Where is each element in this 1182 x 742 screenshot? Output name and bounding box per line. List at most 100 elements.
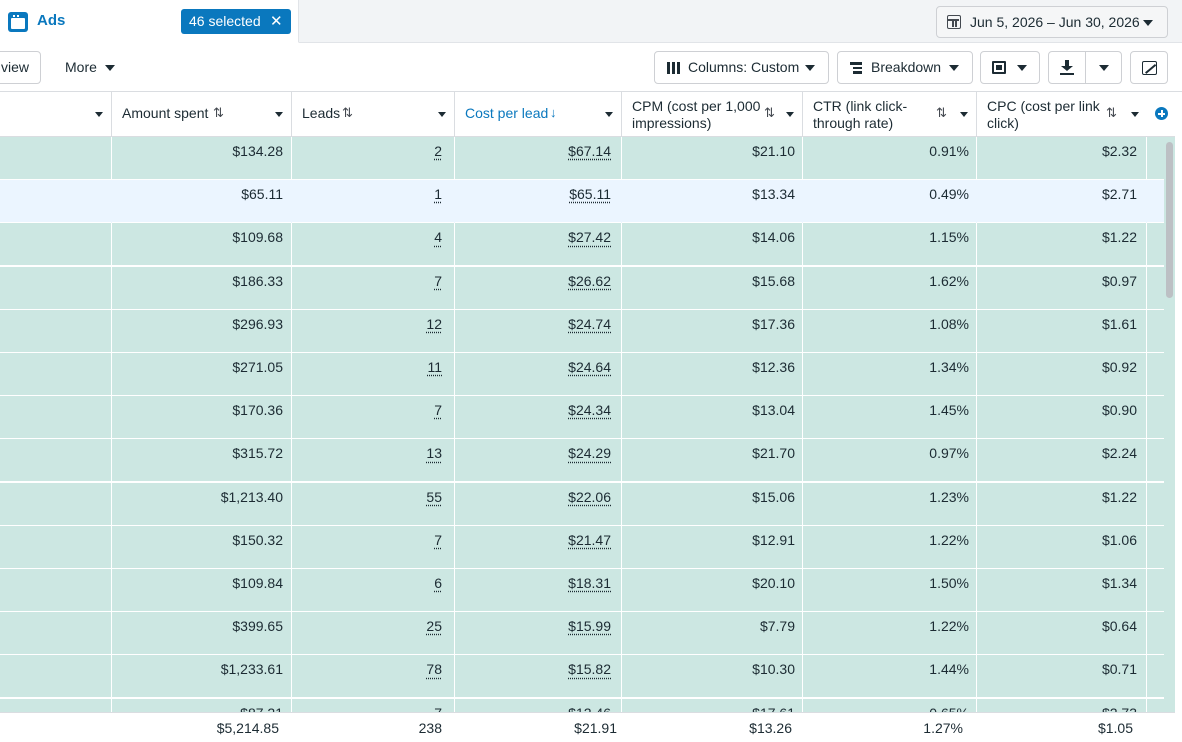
- cell-cpm: $17.61: [622, 698, 803, 712]
- table-row[interactable]: $65.11 1 $65.11 $13.34 0.49% $2.71: [0, 180, 1175, 224]
- cell-name[interactable]: [0, 180, 112, 224]
- column-header-name[interactable]: [0, 92, 112, 136]
- table-row[interactable]: $271.05 11 $24.64 $12.36 1.34% $0.92: [0, 353, 1175, 396]
- cell-cost-per-lead[interactable]: $24.29: [455, 439, 622, 483]
- cell-value: 1.22%: [929, 531, 969, 548]
- chevron-down-icon[interactable]: [275, 112, 283, 117]
- cell-cost-per-lead[interactable]: $65.11: [455, 180, 622, 224]
- cell-leads[interactable]: 4: [292, 223, 455, 267]
- cell-leads[interactable]: 78: [292, 655, 455, 699]
- cell-leads[interactable]: 25: [292, 612, 455, 656]
- cell-name[interactable]: [0, 482, 112, 526]
- cell-cost-per-lead[interactable]: $24.64: [455, 353, 622, 396]
- cell-leads[interactable]: 7: [292, 525, 455, 569]
- cell-value: $21.10: [752, 143, 795, 159]
- cell-cost-per-lead[interactable]: $67.14: [455, 137, 622, 180]
- cell-leads[interactable]: 11: [292, 353, 455, 396]
- cell-cost-per-lead[interactable]: $26.62: [455, 266, 622, 310]
- date-range-picker[interactable]: Jun 5, 2026 – Jun 30, 2026: [936, 6, 1168, 38]
- cell-cpm: $21.70: [622, 439, 803, 483]
- export-button[interactable]: [1048, 51, 1122, 84]
- table-row[interactable]: $1,233.61 78 $15.82 $10.30 1.44% $0.71: [0, 655, 1175, 699]
- charts-button[interactable]: [1130, 51, 1168, 84]
- cell-name[interactable]: [0, 396, 112, 440]
- cell-leads[interactable]: 12: [292, 309, 455, 353]
- cell-cost-per-lead[interactable]: $12.46: [455, 698, 622, 712]
- cell-leads[interactable]: 1: [292, 180, 455, 224]
- sort-icon[interactable]: ⇅: [1106, 105, 1117, 120]
- breakdown-button[interactable]: Breakdown: [837, 51, 973, 84]
- cell-cpc: $2.24: [977, 439, 1147, 483]
- cell-name[interactable]: [0, 569, 112, 612]
- cell-leads[interactable]: 7: [292, 698, 455, 712]
- table-row[interactable]: $134.28 2 $67.14 $21.10 0.91% $2.32: [0, 137, 1175, 180]
- column-header-leads[interactable]: Leads ⇅: [292, 92, 455, 136]
- cell-leads[interactable]: 13: [292, 439, 455, 483]
- cell-leads[interactable]: 55: [292, 482, 455, 526]
- close-icon[interactable]: ✕: [270, 13, 283, 30]
- cell-name[interactable]: [0, 223, 112, 267]
- table-row[interactable]: $109.84 6 $18.31 $20.10 1.50% $1.34: [0, 569, 1175, 612]
- chevron-down-icon[interactable]: [1131, 112, 1139, 117]
- cell-cost-per-lead[interactable]: $18.31: [455, 569, 622, 612]
- sort-descending-icon[interactable]: ↓: [550, 105, 557, 120]
- cell-cost-per-lead[interactable]: $27.42: [455, 223, 622, 267]
- cell-leads[interactable]: 6: [292, 569, 455, 612]
- scrollbar-thumb[interactable]: [1166, 142, 1173, 298]
- cell-leads[interactable]: 7: [292, 396, 455, 440]
- table-row[interactable]: $170.36 7 $24.34 $13.04 1.45% $0.90: [0, 396, 1175, 440]
- table-row[interactable]: $150.32 7 $21.47 $12.91 1.22% $1.06: [0, 525, 1175, 569]
- cell-name[interactable]: [0, 439, 112, 483]
- cell-value: $271.05: [232, 359, 283, 375]
- reports-button[interactable]: [980, 51, 1040, 84]
- cell-name[interactable]: [0, 698, 112, 712]
- chevron-down-icon[interactable]: [95, 112, 103, 117]
- view-button[interactable]: view: [0, 51, 41, 84]
- column-header-ctr[interactable]: CTR (link click-through rate) ⇅: [803, 92, 977, 136]
- chevron-down-icon[interactable]: [1099, 65, 1109, 71]
- add-column-icon[interactable]: [1155, 107, 1168, 120]
- columns-button[interactable]: Columns: Custom: [654, 51, 829, 84]
- cell-name[interactable]: [0, 309, 112, 353]
- chevron-down-icon[interactable]: [438, 112, 446, 117]
- sort-icon[interactable]: ⇅: [213, 105, 224, 120]
- cell-value: $0.97: [1101, 272, 1137, 289]
- table-row[interactable]: $186.33 7 $26.62 $15.68 1.62% $0.97: [0, 266, 1175, 310]
- cell-name[interactable]: [0, 525, 112, 569]
- chevron-down-icon[interactable]: [605, 112, 613, 117]
- cell-cost-per-lead[interactable]: $15.99: [455, 612, 622, 656]
- cell-cost-per-lead[interactable]: $22.06: [455, 482, 622, 526]
- selection-badge[interactable]: 46 selected ✕: [181, 9, 291, 34]
- table-row[interactable]: $109.68 4 $27.42 $14.06 1.15% $1.22: [0, 223, 1175, 267]
- more-button[interactable]: More: [50, 51, 130, 84]
- cell-cost-per-lead[interactable]: $24.34: [455, 396, 622, 440]
- sort-icon[interactable]: ⇅: [342, 105, 353, 120]
- sort-icon[interactable]: ⇅: [764, 105, 775, 120]
- cell-name[interactable]: [0, 353, 112, 396]
- ads-tab[interactable]: Ads 46 selected ✕: [0, 0, 299, 43]
- chevron-down-icon[interactable]: [786, 112, 794, 117]
- sort-icon[interactable]: ⇅: [936, 105, 947, 120]
- cell-name[interactable]: [0, 137, 112, 180]
- scrollbar-track[interactable]: [1164, 137, 1175, 712]
- cell-leads[interactable]: 2: [292, 137, 455, 180]
- table-row[interactable]: $87.21 7 $12.46 $17.61 0.65% $2.73: [0, 698, 1175, 712]
- cell-name[interactable]: [0, 655, 112, 699]
- cell-value: $109.84: [232, 575, 283, 591]
- table-row[interactable]: $315.72 13 $24.29 $21.70 0.97% $2.24: [0, 439, 1175, 483]
- column-header-cpc[interactable]: CPC (cost per link click) ⇅: [977, 92, 1147, 136]
- cell-cost-per-lead[interactable]: $24.74: [455, 309, 622, 353]
- table-row[interactable]: $399.65 25 $15.99 $7.79 1.22% $0.64: [0, 612, 1175, 656]
- column-header-cost-per-lead[interactable]: Cost per lead ↓: [455, 92, 622, 136]
- table-row[interactable]: $1,213.40 55 $22.06 $15.06 1.23% $1.22: [0, 482, 1175, 526]
- column-header-amount-spent[interactable]: Amount spent ⇅: [112, 92, 292, 136]
- cell-cost-per-lead[interactable]: $21.47: [455, 525, 622, 569]
- cell-name[interactable]: [0, 612, 112, 656]
- chevron-down-icon[interactable]: [960, 112, 968, 117]
- cell-name[interactable]: [0, 266, 112, 310]
- cell-cost-per-lead[interactable]: $15.82: [455, 655, 622, 699]
- column-header-cpm[interactable]: CPM (cost per 1,000 impressions) ⇅: [622, 92, 803, 136]
- cell-amount-spent: $109.84: [112, 569, 292, 612]
- table-row[interactable]: $296.93 12 $24.74 $17.36 1.08% $1.61: [0, 309, 1175, 353]
- cell-leads[interactable]: 7: [292, 266, 455, 310]
